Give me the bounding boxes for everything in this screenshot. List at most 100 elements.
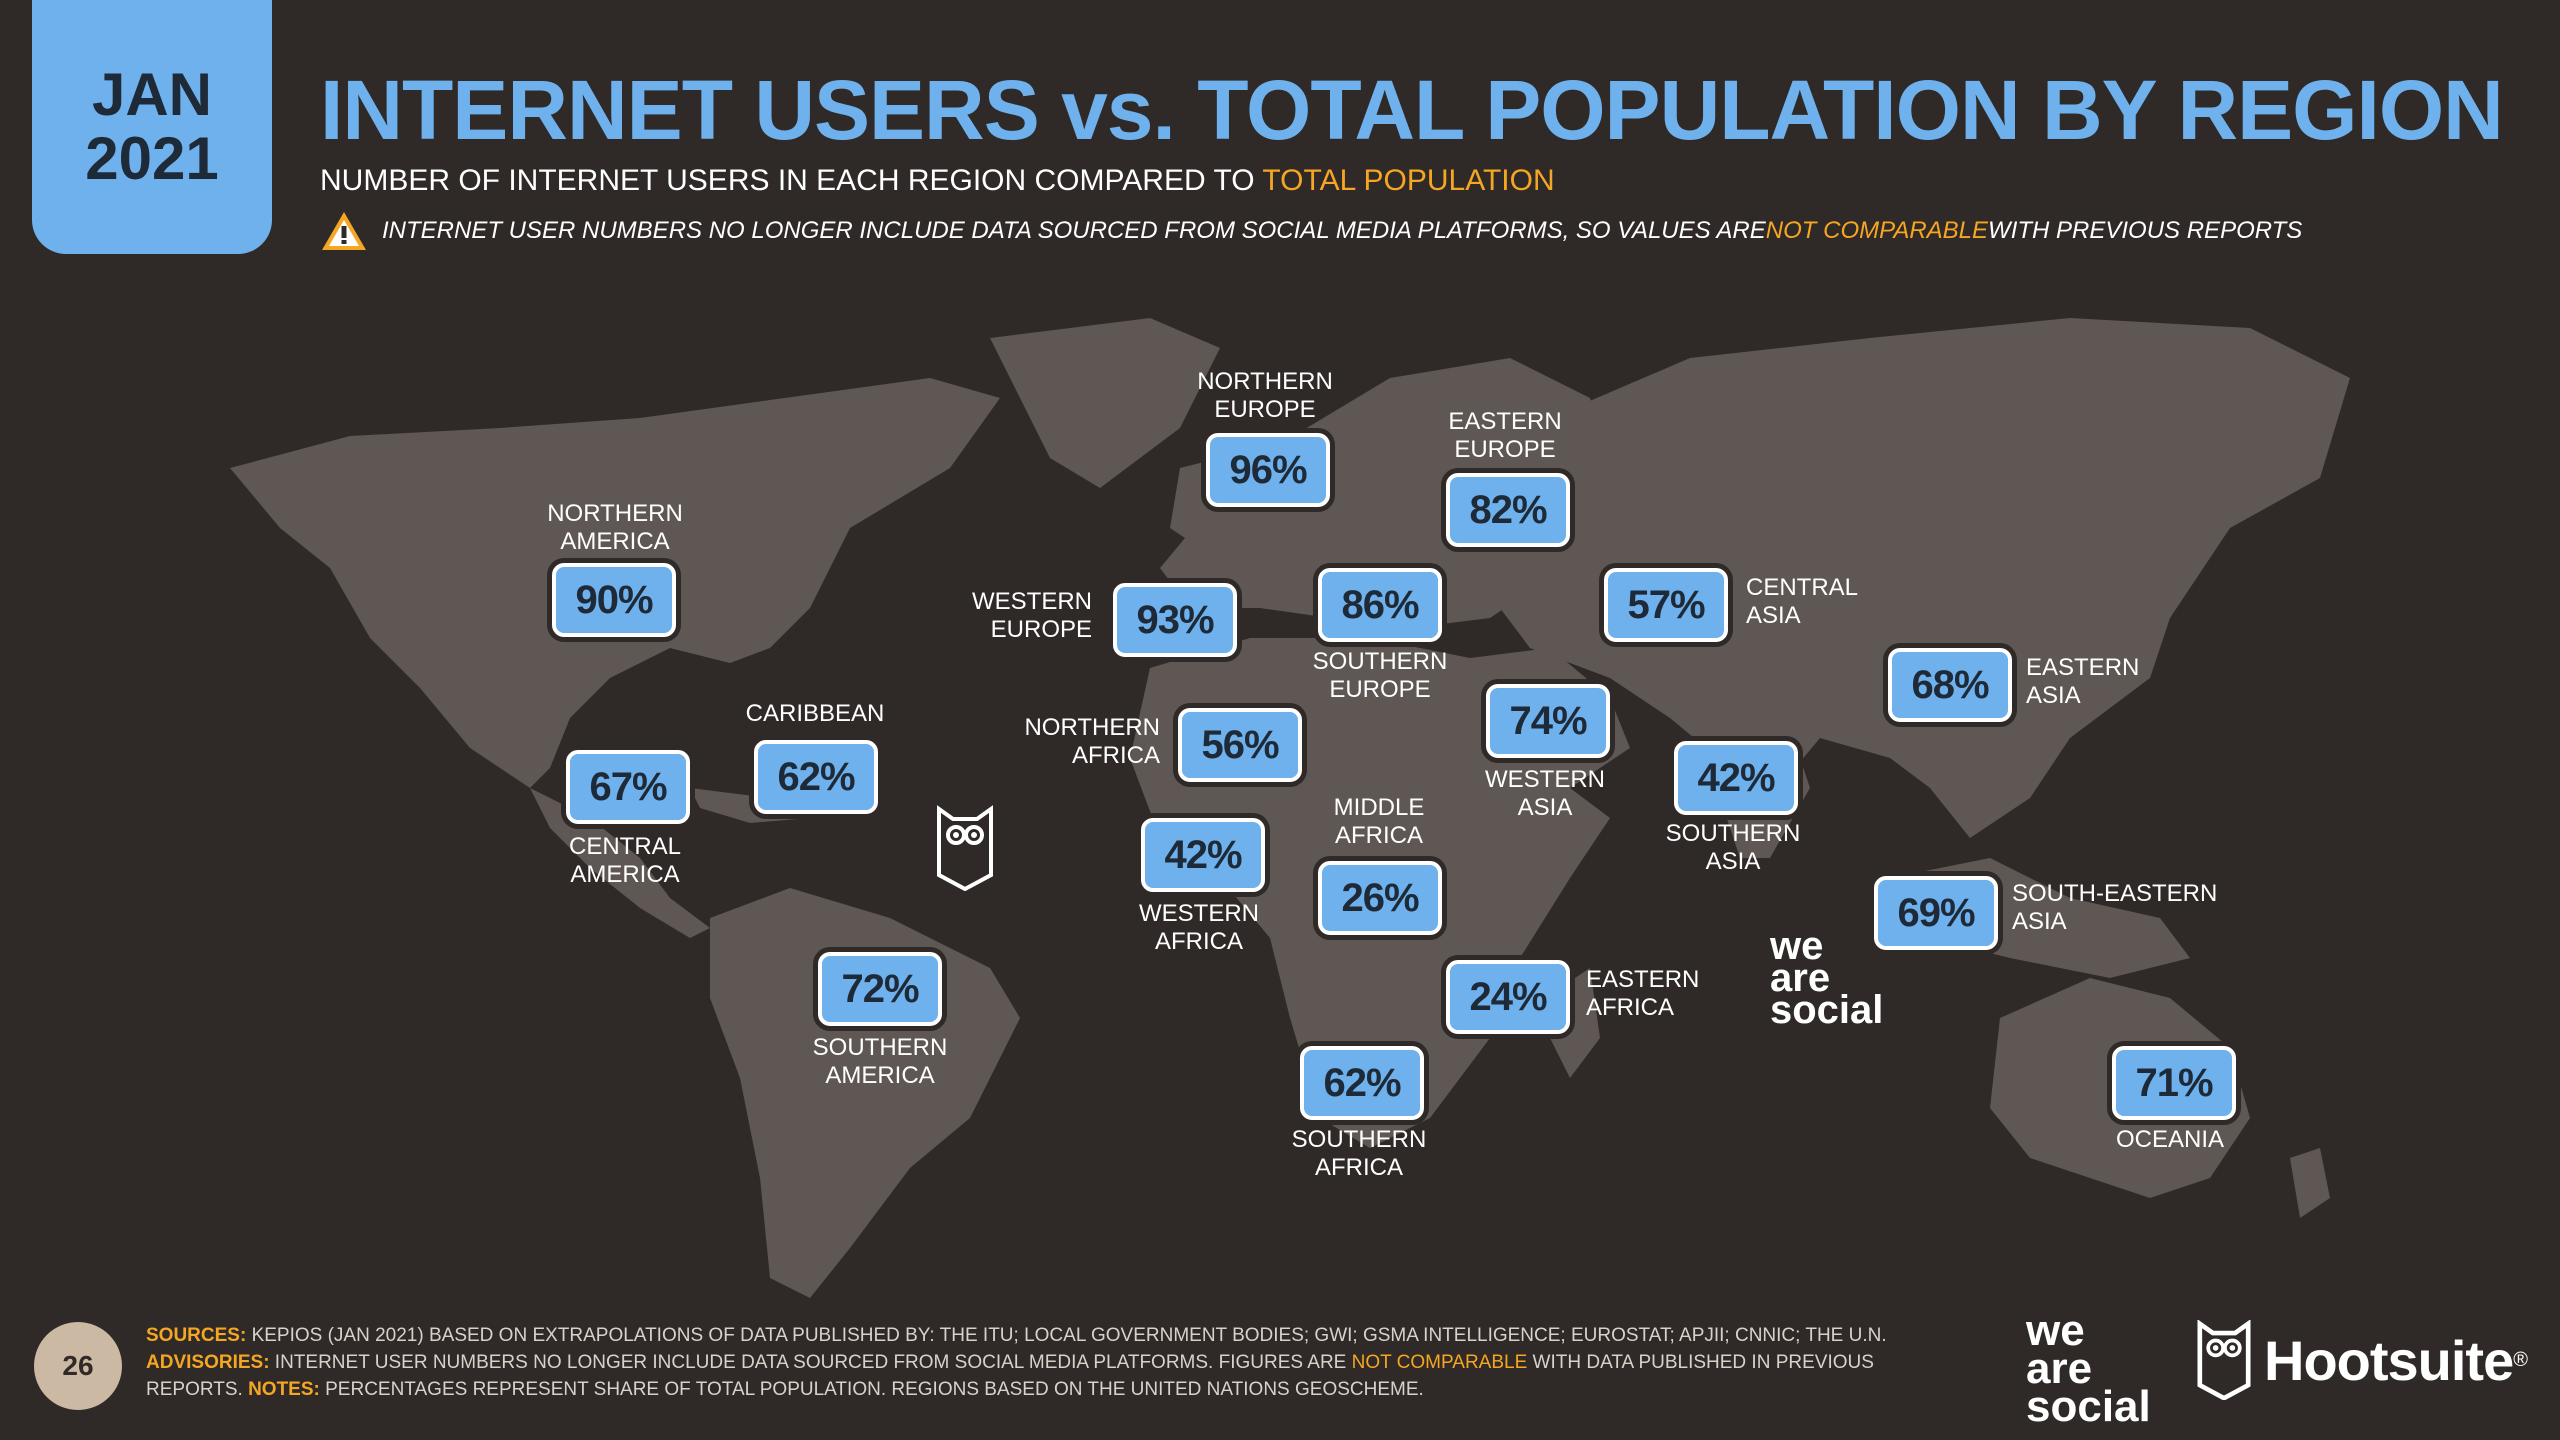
label-line: AMERICA (825, 1062, 935, 1089)
label-line: SOUTHERN (1665, 820, 1801, 847)
label-line: MIDDLE (1333, 794, 1425, 821)
notes-label: NOTES: (248, 1379, 320, 1400)
label-line: EASTERN (1586, 966, 1700, 993)
label-line: CENTRAL (568, 833, 682, 860)
page-number: 26 (34, 1322, 122, 1410)
warning-suffix: WITH PREVIOUS REPORTS (1988, 217, 2303, 244)
sources-label: SOURCES: (146, 1325, 247, 1346)
label-line: ASIA (1746, 602, 1801, 629)
label-line: EASTERN (2026, 654, 2140, 681)
value-oceania: 71% (2112, 1046, 2236, 1120)
sources-text: KEPIOS (JAN 2021) BASED ON EXTRAPOLATION… (246, 1325, 1887, 1346)
label-line: ASIA (1517, 794, 1573, 821)
label-western-africa: WESTERN AFRICA (1124, 900, 1274, 956)
hootsuite-logo: Hootsuite ® (2196, 1320, 2528, 1400)
watermark-line: social (1770, 988, 1884, 1032)
registered-mark: ® (2513, 1348, 2528, 1371)
label-south-eastern-asia: SOUTH-EASTERN ASIA (2012, 880, 2218, 936)
we-are-social-watermark: we are social (1770, 924, 1884, 1032)
label-line: WESTERN (1139, 900, 1259, 927)
value-southern-europe: 86% (1318, 568, 1442, 642)
label-line: WESTERN (972, 588, 1092, 615)
logo-line: social (2026, 1382, 2151, 1431)
value-eastern-asia: 68% (1888, 648, 2012, 722)
label-central-asia: CENTRAL ASIA (1746, 574, 1886, 630)
landmass-greenland (990, 318, 1220, 488)
label-northern-africa: NORTHERN AFRICA (1012, 714, 1160, 770)
hootsuite-wordmark: Hootsuite (2264, 1328, 2514, 1392)
label-central-america: CENTRAL AMERICA (560, 833, 690, 889)
label-western-europe: WESTERN EUROPE (970, 588, 1092, 644)
label-line: AFRICA (1586, 994, 1675, 1021)
subtitle-text: NUMBER OF INTERNET USERS IN EACH REGION … (320, 164, 1263, 197)
label-northern-america: NORTHERN AMERICA (540, 500, 690, 556)
label-line: ASIA (2012, 908, 2067, 935)
label-line: SOUTHERN (1312, 648, 1448, 675)
label-line: SOUTHERN (812, 1034, 948, 1061)
label-eastern-europe: EASTERN EUROPE (1430, 408, 1580, 464)
value-northern-europe: 96% (1206, 433, 1330, 507)
label-line: EUROPE (1329, 676, 1431, 703)
value-eastern-europe: 82% (1446, 473, 1570, 547)
label-oceania: OCEANIA (2095, 1126, 2245, 1154)
warning-icon (322, 212, 366, 250)
label-southern-europe: SOUTHERN EUROPE (1305, 648, 1455, 704)
value-southern-africa: 62% (1300, 1046, 1424, 1120)
logo-line: we (2026, 1306, 2085, 1355)
label-line: AMERICA (570, 861, 680, 888)
label-line: AMERICA (560, 528, 670, 555)
value-southern-asia: 42% (1674, 741, 1798, 815)
label-line: SOUTHERN (1291, 1126, 1427, 1153)
date-month: JAN (91, 61, 213, 128)
hootsuite-owl-icon (937, 805, 993, 891)
warning-text: INTERNET USER NUMBERS NO LONGER INCLUDE … (382, 217, 1766, 244)
label-southern-america: SOUTHERN AMERICA (805, 1034, 955, 1090)
label-northern-europe: NORTHERN EUROPE (1190, 368, 1340, 424)
landmass-new-zealand (2290, 1148, 2330, 1218)
label-line: NORTHERN (547, 500, 683, 527)
label-line: AFRICA (1334, 822, 1423, 849)
label-eastern-asia: EASTERN ASIA (2026, 654, 2166, 710)
label-line: EUROPE (1214, 396, 1316, 423)
value-central-america: 67% (566, 750, 690, 824)
label-line: ASIA (2026, 682, 2081, 709)
warning-accent: NOT COMPARABLE (1765, 217, 1989, 244)
label-southern-africa: SOUTHERN AFRICA (1284, 1126, 1434, 1182)
label-line: CARIBBEAN (745, 700, 885, 727)
page-title: INTERNET USERS vs. TOTAL POPULATION BY R… (320, 63, 2504, 157)
logo-line: are (2026, 1344, 2093, 1393)
value-western-africa: 42% (1141, 818, 1265, 892)
label-line: EASTERN (1448, 408, 1562, 435)
landmass-central-america (530, 788, 710, 938)
label-middle-africa: MIDDLE AFRICA (1304, 794, 1454, 850)
value-middle-africa: 26% (1318, 861, 1442, 935)
label-line: WESTERN (1485, 766, 1605, 793)
label-line: AFRICA (1314, 1154, 1403, 1181)
label-caribbean: CARIBBEAN (740, 700, 890, 728)
hootsuite-owl-logo-icon (2197, 1320, 2251, 1400)
advisories-text: INTERNET USER NUMBERS NO LONGER INCLUDE … (269, 1352, 1352, 1373)
landmass-south-america (710, 888, 1020, 1298)
label-line: AFRICA (1154, 928, 1243, 955)
label-line: NORTHERN (1197, 368, 1333, 395)
subtitle-accent: TOTAL POPULATION (1262, 164, 1555, 197)
value-southern-america: 72% (818, 952, 942, 1026)
advisories-accent: NOT COMPARABLE (1351, 1352, 1528, 1373)
value-western-europe: 93% (1113, 583, 1237, 657)
we-are-social-logo: we are social (2026, 1306, 2151, 1431)
label-line: CENTRAL (1746, 574, 1859, 601)
label-southern-asia: SOUTHERN ASIA (1658, 820, 1808, 876)
date-badge: JAN 2021 (32, 0, 272, 254)
value-central-asia: 57% (1604, 568, 1728, 642)
label-western-asia: WESTERN ASIA (1470, 766, 1620, 822)
notes-text: PERCENTAGES REPRESENT SHARE OF TOTAL POP… (319, 1379, 1424, 1400)
advisories-suffix: WITH DATA PUBLISHED IN PREVIOUS REPORTS. (146, 1352, 1874, 1400)
watermark-line: are (1770, 956, 1831, 1000)
advisories-label: ADVISORIES: (146, 1352, 270, 1373)
label-line: SOUTH-EASTERN (2012, 880, 2218, 907)
warning-note: INTERNET USER NUMBERS NO LONGER INCLUDE … (320, 210, 2302, 252)
watermark-line: we (1770, 924, 1824, 968)
page-subtitle: NUMBER OF INTERNET USERS IN EACH REGION … (320, 164, 1555, 198)
value-caribbean: 62% (754, 740, 878, 814)
value-eastern-africa: 24% (1446, 960, 1570, 1034)
